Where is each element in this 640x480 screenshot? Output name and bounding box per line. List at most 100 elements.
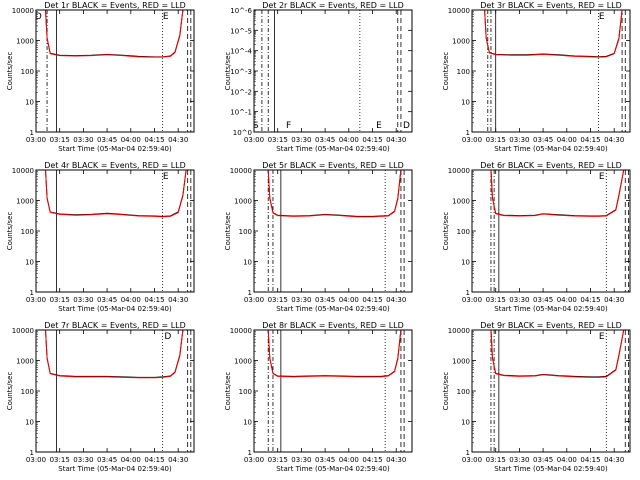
y-tick-label: 1000: [452, 38, 470, 46]
x-tick-label: 04:00: [339, 456, 359, 464]
y-tick-label: 1000: [16, 198, 34, 206]
y-tick-label: 10^-3: [230, 68, 252, 76]
plot-frame: [471, 9, 631, 133]
y-tick-label: 10000: [448, 327, 470, 335]
x-tick-label: 04:30: [604, 296, 624, 304]
plot-frame: [253, 329, 413, 453]
series-line-lld: [490, 330, 625, 378]
y-tick-label: 100: [21, 228, 34, 236]
panel-det-5r: Det 5r BLACK = Events, RED = LLD 1 10 100 10…: [224, 161, 413, 313]
plot-frame: [471, 329, 631, 453]
x-tick-label: 04:15: [144, 296, 164, 304]
marker-label: E: [376, 121, 382, 131]
series-line-lld: [45, 10, 184, 58]
x-tick-label: 03:15: [486, 456, 506, 464]
y-axis-label: Counts/sec: [224, 372, 232, 411]
x-tick-label: 03:45: [97, 456, 117, 464]
y-tick-label: 10000: [448, 7, 470, 15]
x-tick-label: 04:00: [121, 456, 141, 464]
x-tick-label: 03:00: [244, 296, 264, 304]
panel-det-3r: Det 3r BLACK = Events, RED = LLD 1 10 100 10…: [442, 1, 631, 153]
x-tick-label: 03:15: [486, 296, 506, 304]
series-line-events: [267, 170, 402, 217]
y-tick-label: 10000: [448, 167, 470, 175]
x-tick-label: 03:45: [315, 136, 335, 144]
x-tick-label: 03:15: [268, 136, 288, 144]
y-tick-label: 1: [466, 289, 470, 297]
y-tick-label: 1: [30, 449, 34, 457]
y-tick-label: 10: [461, 419, 470, 427]
x-tick-label: 03:45: [533, 136, 553, 144]
y-tick-label: 10000: [12, 327, 34, 335]
y-tick-label: 1000: [452, 198, 470, 206]
x-tick-label: 03:00: [26, 456, 46, 464]
x-tick-label: 03:30: [509, 456, 529, 464]
x-tick-label: 03:30: [291, 456, 311, 464]
y-tick-label: 1: [248, 449, 252, 457]
series-line-lld: [45, 170, 187, 218]
y-tick-label: 1: [466, 129, 470, 137]
x-tick-label: 04:15: [580, 456, 600, 464]
x-tick-label: 04:15: [144, 456, 164, 464]
y-tick-label: 1000: [234, 358, 252, 366]
x-tick-label: 03:00: [26, 136, 46, 144]
x-tick-label: 03:30: [291, 296, 311, 304]
panel-det-9r: Det 9r BLACK = Events, RED = LLD 1 10 100 10…: [442, 321, 631, 473]
y-axis-label: Counts/sec: [6, 52, 14, 91]
panel-title: Det 8r BLACK = Events, RED = LLD: [262, 321, 404, 330]
marker-label: S: [253, 121, 259, 131]
x-tick-label: 03:00: [462, 296, 482, 304]
x-tick-label: 03:30: [73, 296, 93, 304]
plot-frame: [35, 329, 195, 453]
y-tick-label: 1000: [16, 358, 34, 366]
series-line-lld: [45, 330, 184, 379]
x-tick-label: 04:00: [557, 136, 577, 144]
x-tick-label: 04:00: [339, 296, 359, 304]
y-tick-label: 100: [457, 228, 470, 236]
y-axis-label: Counts/sec: [442, 52, 450, 91]
panel-det-2r: Det 2r BLACK = Events, RED = LLD 10^0 10^-…: [224, 1, 413, 153]
x-tick-label: 03:00: [26, 296, 46, 304]
x-tick-label: 03:15: [486, 136, 506, 144]
y-tick-label: 10^-1: [230, 109, 252, 117]
series-line-lld: [267, 170, 402, 218]
x-tick-label: 03:15: [268, 456, 288, 464]
panel-title: Det 4r BLACK = Events, RED = LLD: [44, 161, 186, 170]
x-tick-label: 04:30: [168, 136, 188, 144]
y-tick-label: 1: [30, 129, 34, 137]
x-tick-label: 04:00: [121, 136, 141, 144]
marker-label: F: [286, 121, 291, 131]
y-tick-label: 10^0: [233, 129, 252, 137]
x-tick-label: 04:30: [386, 456, 406, 464]
x-tick-label: 04:30: [386, 296, 406, 304]
x-tick-label: 04:00: [557, 296, 577, 304]
marker-label: E: [599, 12, 605, 22]
y-tick-label: 1: [248, 289, 252, 297]
y-tick-label: 1000: [234, 198, 252, 206]
x-tick-label: 04:30: [604, 136, 624, 144]
x-tick-label: 03:30: [509, 136, 529, 144]
x-axis-label: Start Time (05-Mar-04 02:59:40): [276, 145, 390, 153]
plot-frame: [35, 9, 195, 133]
x-tick-label: 03:15: [50, 296, 70, 304]
x-tick-label: 03:30: [509, 296, 529, 304]
x-tick-label: 03:45: [533, 456, 553, 464]
x-tick-label: 03:00: [462, 136, 482, 144]
plot-frame: [471, 169, 631, 293]
x-tick-label: 04:30: [604, 456, 624, 464]
y-tick-label: 10: [461, 259, 470, 267]
x-tick-label: 03:45: [315, 296, 335, 304]
y-tick-label: 10: [243, 259, 252, 267]
y-tick-label: 100: [21, 388, 34, 396]
y-tick-label: 1000: [16, 38, 34, 46]
x-axis-label: Start Time (05-Mar-04 02:59:40): [494, 465, 608, 473]
series-line-events: [267, 330, 402, 377]
x-tick-label: 03:15: [50, 456, 70, 464]
x-tick-label: 03:45: [533, 296, 553, 304]
y-tick-label: 10000: [230, 327, 252, 335]
y-tick-label: 10: [25, 259, 34, 267]
marker-label: D: [403, 121, 410, 131]
x-axis-label: Start Time (05-Mar-04 02:59:40): [276, 305, 390, 313]
x-axis-label: Start Time (05-Mar-04 02:59:40): [58, 465, 172, 473]
y-tick-label: 10: [25, 99, 34, 107]
